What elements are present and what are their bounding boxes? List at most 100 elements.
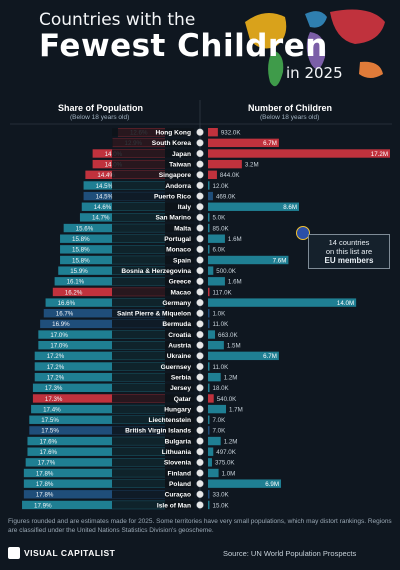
flag-icon (196, 235, 204, 243)
flag-icon (196, 128, 204, 136)
children-label: 6.0K (213, 247, 227, 254)
country-label: Lithuania (162, 449, 192, 456)
children-label: 11.0K (213, 364, 230, 371)
country-label: Puerto Rico (154, 193, 191, 200)
children-bar (208, 394, 214, 403)
share-bar (58, 266, 165, 275)
country-label: Hungary (164, 406, 191, 413)
footnote: Figures rounded and are estimates made f… (8, 518, 392, 534)
share-label: 17.5% (41, 417, 59, 424)
children-bar (208, 202, 299, 211)
share-label: 14.4% (97, 172, 115, 179)
children-bar (208, 277, 225, 286)
country-label-bg (112, 394, 194, 403)
share-label: 16.2% (65, 289, 83, 296)
share-label: 16.1% (67, 279, 85, 286)
share-label: 14.7% (92, 215, 110, 222)
country-label: Germany (162, 300, 191, 307)
country-label-bg (112, 501, 194, 509)
flag-icon (196, 437, 204, 445)
children-label: 5.0K (213, 215, 227, 222)
share-label: 17.9% (34, 502, 52, 509)
children-label: 7.0K (213, 428, 227, 435)
children-label: 8.6M (283, 204, 297, 211)
share-label: 16.7% (56, 311, 74, 318)
country-label-bg (112, 362, 194, 371)
country-label-bg (112, 479, 194, 488)
children-bar (208, 468, 219, 478)
share-label: 15.8% (72, 257, 90, 264)
country-label: Slovenia (164, 460, 191, 467)
children-bar (208, 149, 390, 158)
share-label: 15.9% (70, 268, 88, 275)
flag-icon (196, 267, 204, 275)
world-map-graphic (245, 9, 385, 87)
children-bar (208, 298, 357, 307)
children-label: 1.0M (222, 470, 236, 477)
children-label: 18.0K (213, 385, 230, 392)
flag-icon (196, 448, 204, 456)
brand-name: VISUAL CAPITALIST (24, 548, 116, 558)
share-bar (38, 330, 166, 339)
flag-icon (196, 384, 204, 392)
share-bar (23, 490, 165, 499)
children-bar (208, 234, 225, 243)
share-bar (40, 319, 166, 329)
country-label-bg (112, 160, 194, 169)
country-label-bg (112, 149, 194, 158)
children-bar (208, 128, 218, 137)
country-label: South Korea (152, 140, 192, 147)
share-label: 17.5% (41, 428, 59, 435)
country-label-bg (112, 320, 194, 328)
country-label-bg (112, 181, 194, 190)
children-bar (208, 490, 210, 499)
callout-line-2: on this list are (325, 247, 373, 256)
children-bar (208, 213, 210, 222)
children-label: 14.0M (337, 300, 354, 307)
children-bar (208, 362, 210, 371)
children-label: 663.0K (218, 332, 238, 339)
eu-callout: 14 countries on this list are EU members (308, 234, 390, 269)
share-label: 17.7% (38, 460, 56, 467)
flag-icon (196, 309, 204, 317)
children-bar (208, 500, 210, 510)
country-label-bg (112, 170, 194, 179)
children-label: 7.6M (273, 257, 287, 264)
country-label-bg (112, 469, 194, 477)
children-bar (208, 404, 226, 414)
country-label: Portugal (164, 236, 191, 243)
children-label: 1.2M (224, 438, 238, 445)
country-label-bg (112, 437, 194, 445)
share-label: 17.2% (47, 374, 65, 381)
share-bar (34, 362, 165, 371)
flag-icon (196, 192, 204, 200)
country-label-bg (112, 490, 194, 499)
country-label-bg (112, 128, 194, 137)
flag-icon (196, 330, 204, 339)
country-label-bg (112, 245, 194, 254)
callout-line-1: 14 countries (328, 238, 370, 247)
flag-icon (196, 394, 204, 403)
flag-icon (196, 224, 204, 232)
children-label: 15.0K (213, 502, 230, 509)
country-label: Finland (168, 470, 191, 477)
children-bar (208, 138, 279, 148)
share-bar (23, 468, 165, 478)
share-label: 14.5% (96, 183, 114, 190)
share-label: 15.8% (72, 247, 90, 254)
country-label-bg (112, 309, 194, 318)
children-label: 469.0K (216, 193, 236, 200)
share-label: 17.8% (36, 481, 54, 488)
share-bar (25, 458, 165, 467)
children-label: 500.0K (216, 268, 236, 275)
country-label-bg (112, 256, 194, 264)
flag-icon (196, 181, 204, 190)
children-label: 1.6M (228, 236, 242, 243)
flag-icon (196, 160, 204, 168)
flag-icon (196, 203, 204, 211)
country-label: Ukraine (167, 353, 192, 360)
children-label: 11.0K (213, 321, 230, 328)
country-label-bg (112, 373, 194, 382)
flag-icon (196, 501, 204, 509)
children-label: 1.0K (213, 311, 227, 318)
